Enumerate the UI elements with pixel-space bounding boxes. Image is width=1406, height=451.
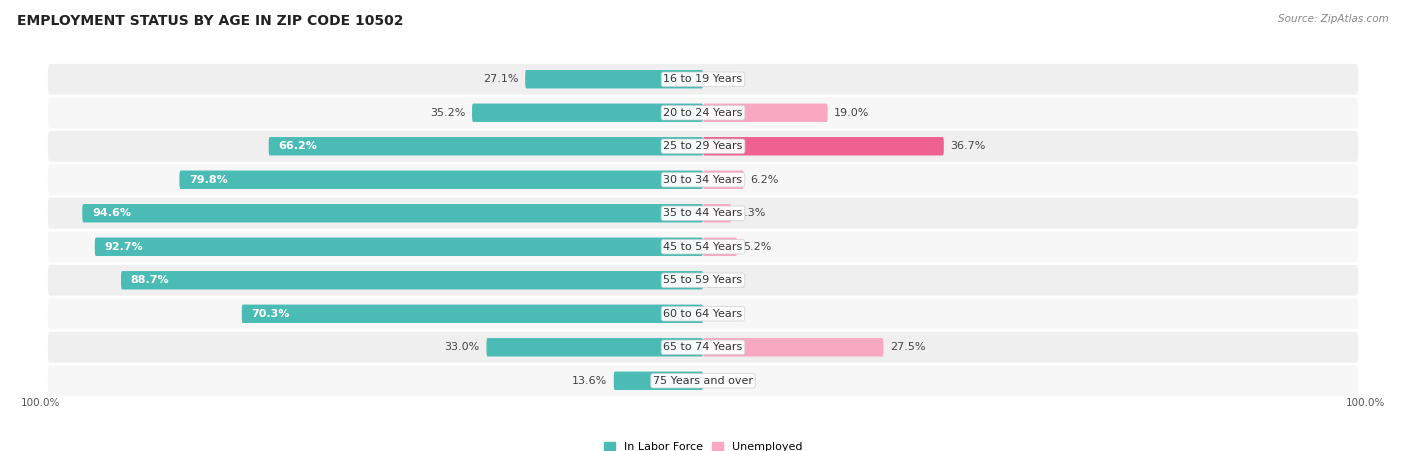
Text: 30 to 34 Years: 30 to 34 Years [664, 175, 742, 185]
Text: 55 to 59 Years: 55 to 59 Years [664, 275, 742, 285]
Text: 25 to 29 Years: 25 to 29 Years [664, 141, 742, 151]
Text: 13.6%: 13.6% [572, 376, 607, 386]
FancyBboxPatch shape [703, 170, 744, 189]
FancyBboxPatch shape [94, 238, 703, 256]
FancyBboxPatch shape [46, 331, 1360, 364]
FancyBboxPatch shape [269, 137, 703, 156]
FancyBboxPatch shape [46, 197, 1360, 230]
FancyBboxPatch shape [46, 130, 1360, 163]
FancyBboxPatch shape [46, 63, 1360, 96]
FancyBboxPatch shape [486, 338, 703, 356]
FancyBboxPatch shape [46, 230, 1360, 263]
FancyBboxPatch shape [46, 97, 1360, 129]
FancyBboxPatch shape [46, 264, 1360, 297]
Text: 88.7%: 88.7% [131, 275, 170, 285]
Text: 65 to 74 Years: 65 to 74 Years [664, 342, 742, 352]
FancyBboxPatch shape [46, 297, 1360, 330]
Text: 4.3%: 4.3% [738, 208, 766, 218]
Text: 79.8%: 79.8% [190, 175, 228, 185]
FancyBboxPatch shape [703, 137, 943, 156]
Text: 6.2%: 6.2% [751, 175, 779, 185]
Text: 19.0%: 19.0% [834, 108, 869, 118]
Text: 0.0%: 0.0% [710, 74, 738, 84]
FancyBboxPatch shape [83, 204, 703, 222]
FancyBboxPatch shape [46, 364, 1360, 397]
Text: 92.7%: 92.7% [104, 242, 143, 252]
FancyBboxPatch shape [180, 170, 703, 189]
Text: 70.3%: 70.3% [252, 309, 290, 319]
Text: 27.5%: 27.5% [890, 342, 925, 352]
Text: 27.1%: 27.1% [484, 74, 519, 84]
FancyBboxPatch shape [614, 372, 703, 390]
FancyBboxPatch shape [703, 204, 731, 222]
Text: 100.0%: 100.0% [21, 397, 60, 408]
Text: 0.0%: 0.0% [710, 275, 738, 285]
Text: 35.2%: 35.2% [430, 108, 465, 118]
Text: 94.6%: 94.6% [93, 208, 131, 218]
Text: 5.2%: 5.2% [744, 242, 772, 252]
Text: 45 to 54 Years: 45 to 54 Years [664, 242, 742, 252]
FancyBboxPatch shape [121, 271, 703, 290]
Text: 20 to 24 Years: 20 to 24 Years [664, 108, 742, 118]
Text: 0.0%: 0.0% [710, 309, 738, 319]
Text: Source: ZipAtlas.com: Source: ZipAtlas.com [1278, 14, 1389, 23]
FancyBboxPatch shape [242, 304, 703, 323]
Text: 0.0%: 0.0% [710, 376, 738, 386]
Text: 100.0%: 100.0% [1346, 397, 1385, 408]
FancyBboxPatch shape [526, 70, 703, 88]
FancyBboxPatch shape [46, 163, 1360, 196]
Text: 33.0%: 33.0% [444, 342, 479, 352]
Legend: In Labor Force, Unemployed: In Labor Force, Unemployed [599, 437, 807, 451]
Text: 35 to 44 Years: 35 to 44 Years [664, 208, 742, 218]
Text: EMPLOYMENT STATUS BY AGE IN ZIP CODE 10502: EMPLOYMENT STATUS BY AGE IN ZIP CODE 105… [17, 14, 404, 28]
Text: 16 to 19 Years: 16 to 19 Years [664, 74, 742, 84]
FancyBboxPatch shape [703, 338, 883, 356]
Text: 36.7%: 36.7% [950, 141, 986, 151]
FancyBboxPatch shape [472, 104, 703, 122]
FancyBboxPatch shape [703, 104, 828, 122]
Text: 66.2%: 66.2% [278, 141, 318, 151]
Text: 75 Years and over: 75 Years and over [652, 376, 754, 386]
FancyBboxPatch shape [703, 238, 737, 256]
Text: 60 to 64 Years: 60 to 64 Years [664, 309, 742, 319]
